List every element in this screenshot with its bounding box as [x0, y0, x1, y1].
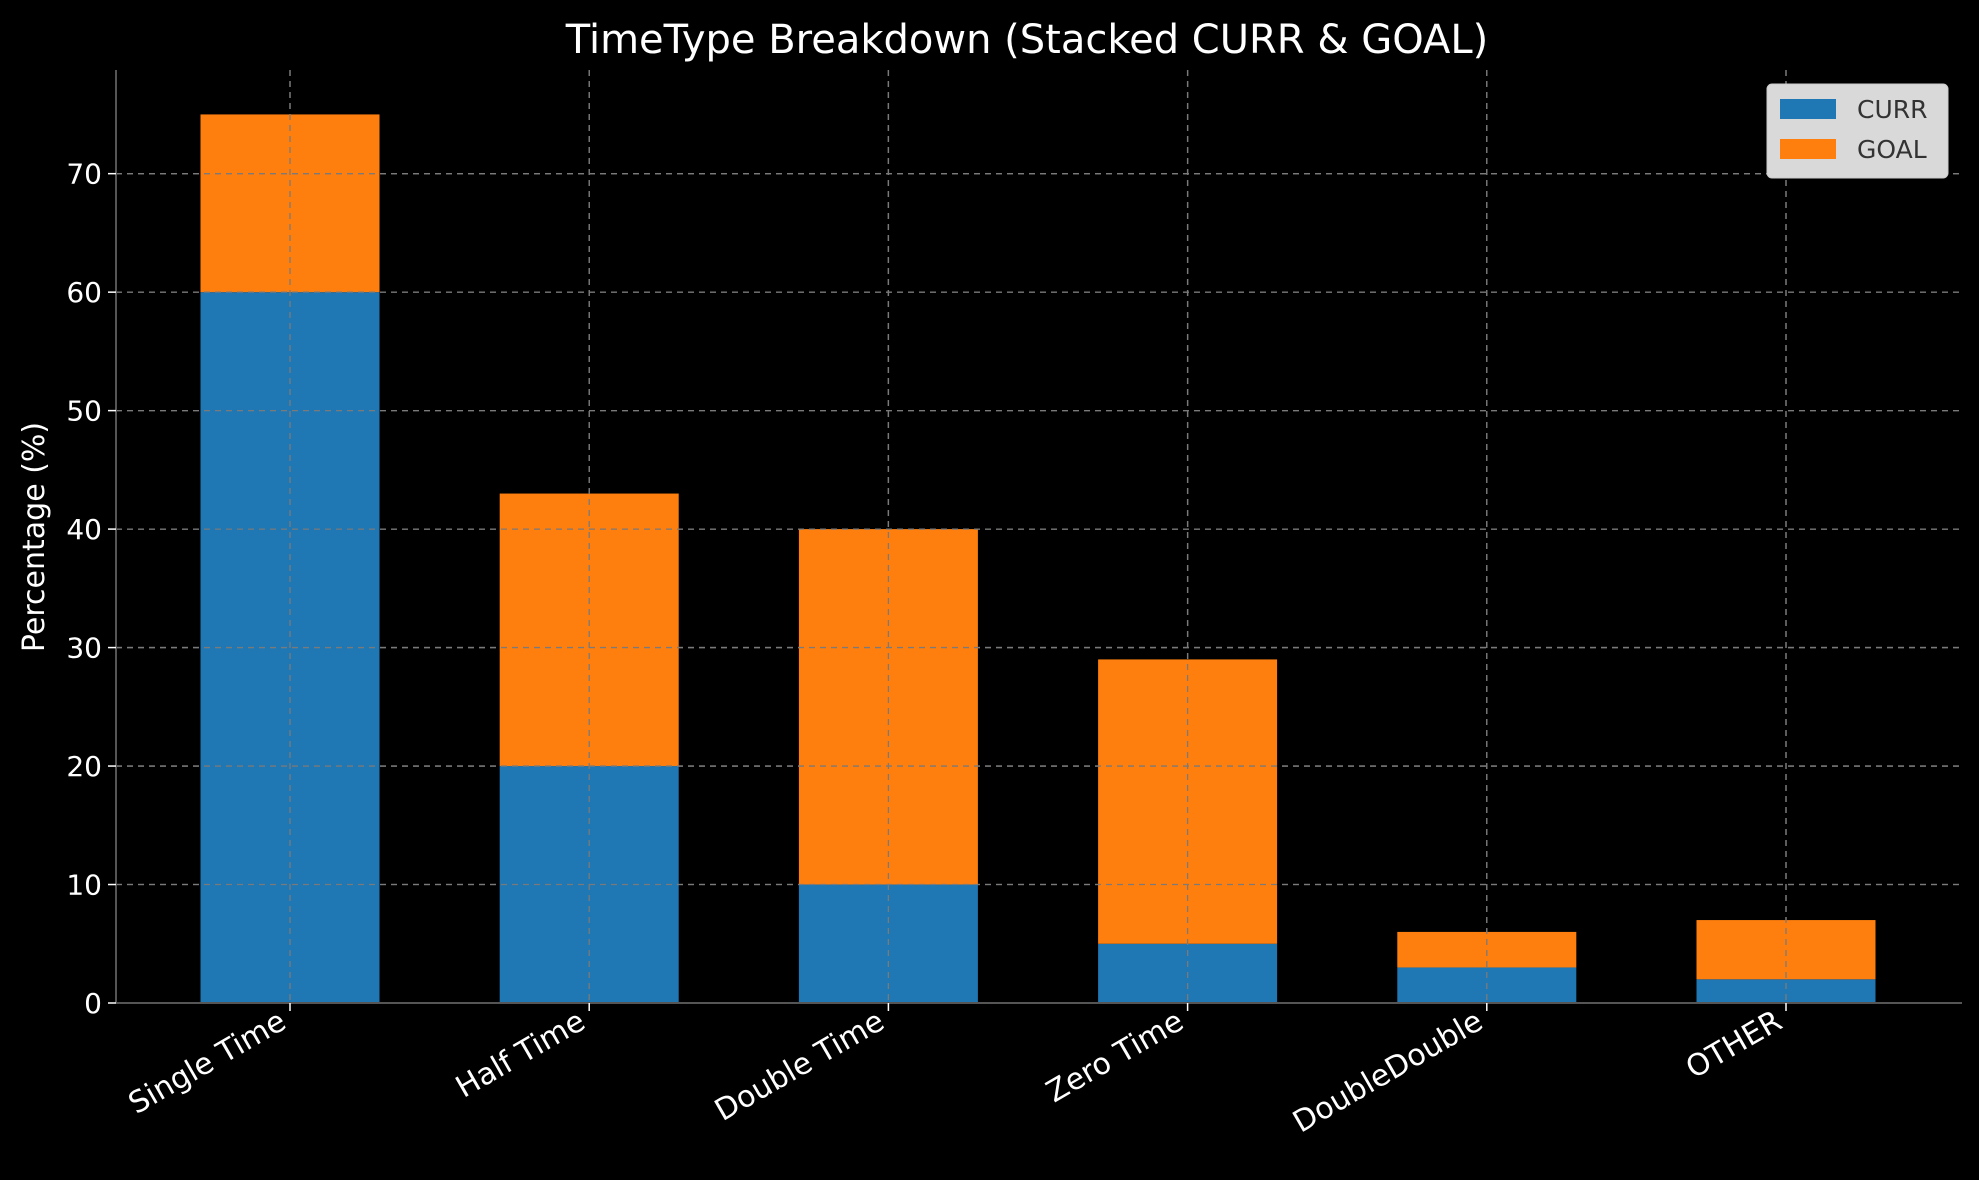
- bars-group: [116, 70, 1962, 1004]
- bar-curr: [1696, 979, 1876, 1003]
- y-tick-label: 40: [66, 513, 102, 546]
- y-tick-label: 0: [84, 987, 102, 1020]
- legend: CURR GOAL: [1766, 83, 1949, 179]
- legend-label-curr: CURR: [1857, 95, 1928, 124]
- y-tick-label: 70: [66, 158, 102, 191]
- y-tick-label: 30: [66, 632, 102, 665]
- legend-swatch-curr: [1780, 99, 1836, 119]
- chart-title: TimeType Breakdown (Stacked CURR & GOAL): [565, 17, 1489, 63]
- y-tick-label: 60: [66, 276, 102, 309]
- y-tick-label: 10: [66, 869, 102, 902]
- y-axis-label: Percentage (%): [17, 422, 52, 652]
- legend-label-goal: GOAL: [1857, 135, 1927, 164]
- grid-overlay: [116, 70, 1962, 1004]
- y-tick-label: 50: [66, 395, 102, 428]
- legend-swatch-goal: [1780, 139, 1836, 159]
- y-tick-label: 20: [66, 750, 102, 783]
- axes: [115, 70, 1962, 1004]
- y-ticks: 0 10 20 30 40 50 60 70: [66, 158, 116, 1020]
